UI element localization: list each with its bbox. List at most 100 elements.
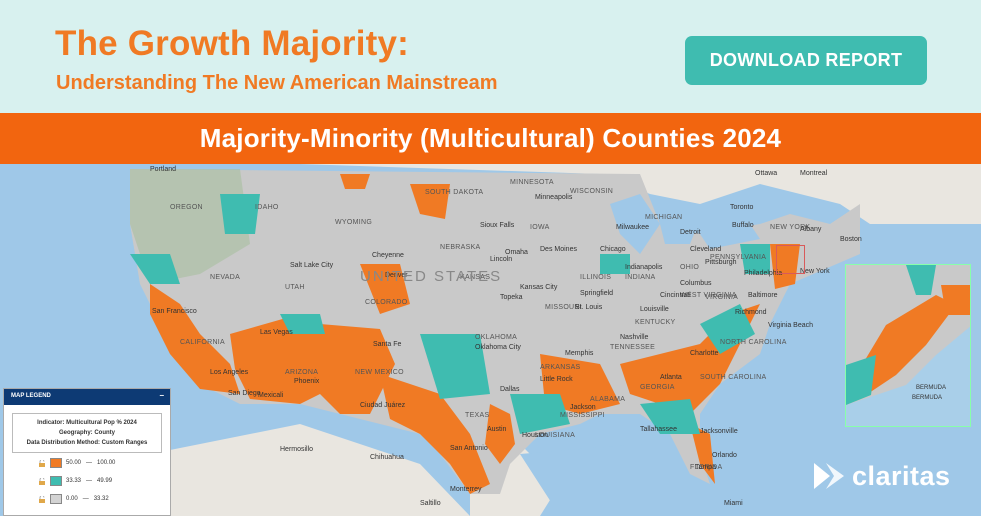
- legend-row-low: 0.00 — 33.32: [39, 493, 109, 505]
- city-label-omaha: Omaha: [505, 249, 528, 256]
- city-label-san-francisco: San Francisco: [152, 308, 197, 315]
- state-label-kentucky: KENTUCKY: [635, 319, 676, 326]
- state-label-idaho: IDAHO: [255, 204, 279, 211]
- city-label-cincinnati: Cincinnati: [660, 292, 691, 299]
- state-label-alabama: ALABAMA: [590, 396, 626, 403]
- city-label-detroit: Detroit: [680, 229, 701, 236]
- city-label-hermosillo: Hermosillo: [280, 446, 314, 453]
- legend-indicator: Indicator: Multicultural Pop % 2024: [37, 420, 137, 426]
- state-label-virginia: VIRGINIA: [705, 294, 739, 301]
- city-label-buffalo: Buffalo: [732, 222, 754, 229]
- page-subtitle: Understanding The New American Mainstrea…: [56, 72, 498, 94]
- city-label-monterrey: Monterrey: [450, 486, 482, 493]
- city-label-phoenix: Phoenix: [294, 378, 320, 385]
- map-canvas: [0, 164, 981, 516]
- city-label-baltimore: Baltimore: [748, 292, 778, 299]
- state-label-georgia: GEORGIA: [640, 384, 675, 391]
- city-label-minneapolis: Minneapolis: [535, 194, 573, 201]
- lock-icon[interactable]: [38, 460, 46, 467]
- city-label-mexicali: Mexicali: [258, 392, 284, 399]
- inset-label-bermuda-2: BERMUDA: [912, 395, 943, 401]
- inset-label-bermuda: BERMUDA: [916, 385, 947, 391]
- state-label-tennessee: TENNESSEE: [610, 344, 656, 351]
- city-label-virginia-beach: Virginia Beach: [768, 322, 814, 329]
- city-label-charlotte: Charlotte: [690, 350, 719, 357]
- city-label-san-antonio: San Antonio: [450, 445, 488, 452]
- city-label-tallahassee: Tallahassee: [640, 426, 677, 433]
- state-label-new-york: NEW YORK: [770, 224, 811, 231]
- state-label-michigan: MICHIGAN: [645, 214, 683, 221]
- state-label-south-dakota: SOUTH DAKOTA: [425, 189, 484, 196]
- state-label-west-virginia: WEST VIRGINIA: [680, 292, 737, 299]
- city-label-columbus: Columbus: [680, 280, 712, 287]
- city-label-albany: Albany: [800, 226, 822, 233]
- city-label-dallas: Dallas: [500, 386, 520, 393]
- state-label-north-carolina: NORTH CAROLINA: [720, 339, 787, 346]
- city-label-san-diego: San Diego: [228, 390, 261, 397]
- city-label-atlanta: Atlanta: [660, 374, 682, 381]
- city-label-des-moines: Des Moines: [540, 246, 577, 253]
- legend-minimize-icon[interactable]: −: [159, 391, 164, 400]
- city-label-jacksonville: Jacksonville: [700, 428, 738, 435]
- city-label-miami: Miami: [724, 500, 743, 507]
- state-label-new-mexico: NEW MEXICO: [355, 369, 404, 376]
- map-legend: MAP LEGEND − Indicator: Multicultural Po…: [3, 388, 171, 516]
- state-label-minnesota: MINNESOTA: [510, 179, 554, 186]
- city-label-chihuahua: Chihuahua: [370, 454, 404, 461]
- lock-icon[interactable]: [38, 496, 46, 503]
- legend-row-high: 50.00 — 100.00: [39, 457, 116, 469]
- city-label-louisville: Louisville: [640, 306, 669, 313]
- city-label-las-vegas: Las Vegas: [260, 329, 293, 336]
- state-label-pennsylvania: PENNSYLVANIA: [710, 254, 767, 261]
- claritas-logo-text: claritas: [852, 460, 951, 491]
- county-map[interactable]: OREGON IDAHO WYOMING NEVADA UTAH COLORAD…: [0, 164, 981, 516]
- city-label-toronto: Toronto: [730, 204, 754, 211]
- state-label-florida: FLORIDA: [690, 464, 723, 471]
- state-label-oregon: OREGON: [170, 204, 203, 211]
- download-report-button[interactable]: DOWNLOAD REPORT: [685, 36, 927, 85]
- lock-icon[interactable]: [38, 478, 46, 485]
- city-label-nashville: Nashville: [620, 334, 649, 341]
- city-label-oklahoma-city: Oklahoma City: [475, 344, 521, 351]
- legend-swatch-mid: [50, 476, 62, 486]
- state-label-kansas: KANSAS: [460, 274, 491, 281]
- state-label-wisconsin: WISCONSIN: [570, 188, 614, 195]
- northeast-inset-map[interactable]: BERMUDA BERMUDA: [845, 264, 971, 427]
- state-label-nebraska: NEBRASKA: [440, 244, 481, 251]
- city-label-orlando: Orlando: [712, 452, 737, 459]
- claritas-logo-icon: [814, 463, 844, 489]
- city-label-santa-fe: Santa Fe: [373, 341, 402, 348]
- city-label-sioux-falls: Sioux Falls: [480, 222, 515, 229]
- legend-geography: Geography: County: [58, 430, 115, 436]
- city-label-lincoln: Lincoln: [490, 256, 513, 263]
- state-label-illinois: ILLINOIS: [580, 274, 612, 281]
- city-label-topeka: Topeka: [500, 294, 523, 301]
- legend-range-mid-low: 33.33: [66, 478, 82, 484]
- city-label-indianapolis: Indianapolis: [625, 264, 663, 271]
- map-title-banner: Majority-Minority (Multicultural) Counti…: [0, 113, 981, 164]
- city-label-springfield: Springfield: [580, 290, 614, 297]
- city-label-saltillo: Saltillo: [420, 500, 441, 507]
- state-label-arkansas: ARKANSAS: [540, 364, 581, 371]
- city-label-boston: Boston: [840, 236, 862, 243]
- state-label-utah: UTAH: [285, 284, 305, 291]
- city-label-houston: Houston: [522, 432, 549, 439]
- city-label-milwaukee: Milwaukee: [616, 224, 650, 231]
- city-label-denver: Denver: [385, 272, 408, 279]
- city-label-pittsburgh: Pittsburgh: [705, 259, 737, 266]
- city-label-los-angeles: Los Angeles: [210, 369, 249, 376]
- city-label-austin: Austin: [487, 426, 507, 433]
- city-label-kansas-city: Kansas City: [520, 284, 558, 291]
- state-label-texas: TEXAS: [465, 412, 490, 419]
- legend-row-mid: 33.33 — 49.99: [39, 475, 112, 487]
- city-label-salt-lake-city: Salt Lake City: [290, 262, 334, 269]
- legend-range-high-high: 100.00: [97, 460, 116, 466]
- legend-header-label: MAP LEGEND: [11, 393, 51, 399]
- state-label-california: CALIFORNIA: [180, 339, 226, 346]
- legend-header[interactable]: MAP LEGEND −: [4, 389, 170, 405]
- state-label-nevada: NEVADA: [210, 274, 241, 281]
- city-label-st-louis: St. Louis: [575, 304, 603, 311]
- city-label-chicago: Chicago: [600, 246, 626, 253]
- state-label-oklahoma: OKLAHOMA: [475, 334, 518, 341]
- country-label-united-states: UNITED STATES: [360, 268, 503, 285]
